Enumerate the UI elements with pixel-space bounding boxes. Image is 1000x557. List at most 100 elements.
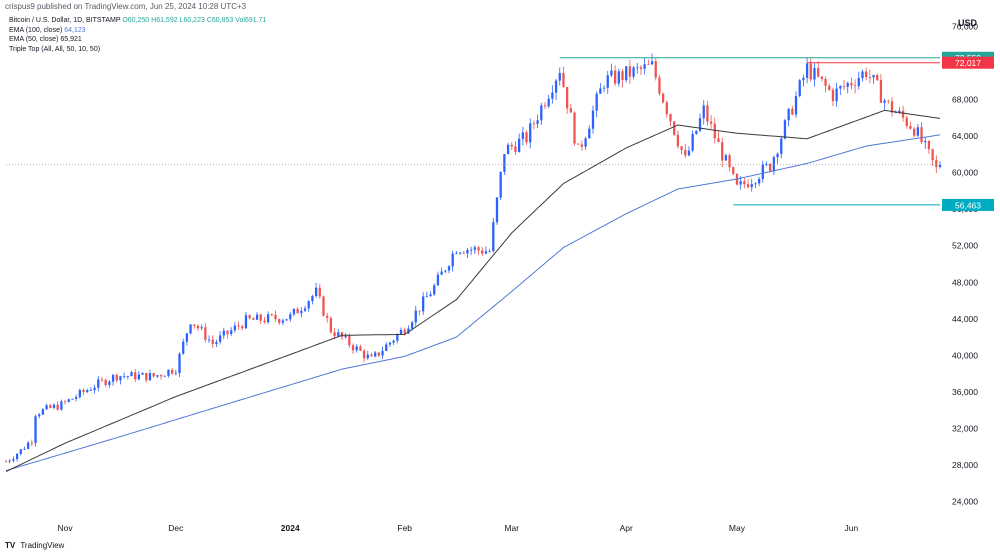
candle-body [865, 71, 868, 78]
candle-body [739, 181, 742, 185]
candle-body [761, 164, 764, 180]
candle-body [488, 251, 491, 253]
legend-ema100-row[interactable]: EMA (100, close) 64,123 [9, 26, 266, 36]
candle-body [359, 346, 362, 351]
ema100-line [5, 134, 941, 472]
candle-body [602, 87, 606, 89]
candle-body [525, 132, 528, 143]
x-tick-label: May [729, 523, 746, 533]
candle-body [211, 339, 214, 344]
candle-body [787, 108, 790, 121]
candle-body [828, 85, 831, 90]
candle-body [185, 333, 189, 342]
candle-body [266, 314, 270, 323]
candle-body [518, 138, 521, 153]
resistance-2-label-bg [942, 56, 994, 69]
candle-body [174, 373, 177, 374]
candle-body [152, 373, 155, 377]
candle-body [621, 71, 624, 81]
legend-pattern-row[interactable]: Triple Top (All, All, 50, 10, 50) [9, 45, 266, 55]
candle-body [698, 118, 702, 131]
candle-body [97, 379, 100, 388]
candle-body [831, 89, 835, 102]
candle-body [285, 319, 288, 321]
candle-body [414, 310, 417, 323]
candle-body [440, 271, 443, 275]
candle-body [905, 117, 908, 126]
x-tick-label: Feb [397, 523, 412, 533]
x-tick-label: Apr [620, 523, 633, 533]
candle-body [462, 252, 465, 254]
candle-body [248, 315, 251, 319]
candle-body [119, 376, 122, 381]
footer-brand[interactable]: TV TradingView [5, 541, 64, 550]
ohlc-values: O60,250 H61,592 L60,223 C60,853 Vol691.7… [122, 17, 267, 24]
y-tick-label: 28,000 [952, 460, 978, 470]
candle-body [137, 374, 141, 380]
candle-body [67, 399, 70, 402]
candle-body [263, 320, 266, 323]
candle-body [145, 372, 148, 381]
candle-body [200, 327, 203, 329]
candle-body [477, 247, 480, 251]
candle-body [326, 315, 329, 318]
candle-body [702, 105, 705, 119]
candle-body [425, 296, 428, 298]
candle-body [473, 247, 476, 250]
candle-body [45, 405, 48, 410]
candle-body [429, 294, 432, 297]
candle-body [215, 341, 218, 344]
legend-ema50-row[interactable]: EMA (50, close) 65,921 [9, 35, 266, 45]
legend-symbol-row[interactable]: Bitcoin / U.S. Dollar, 1D, BITSTAMP O60,… [9, 16, 266, 26]
ema100-value: 64,123 [64, 26, 86, 34]
candle-body [38, 414, 41, 417]
candle-body [451, 253, 454, 267]
candle-body [178, 353, 181, 374]
candle-body [669, 114, 672, 122]
candle-body [407, 328, 410, 334]
candle-body [573, 112, 576, 144]
candle-body [189, 324, 192, 334]
pattern-label: Triple Top (All, All, 50, 10, 50) [9, 45, 101, 53]
candle-body [706, 105, 709, 122]
x-tick-label: Mar [504, 523, 519, 533]
candle-body [89, 390, 93, 391]
candle-body [510, 144, 513, 147]
candle-body [377, 352, 381, 356]
candle-body [355, 346, 358, 351]
candle-body [610, 70, 613, 76]
candle-body [466, 249, 469, 254]
candle-body [130, 372, 133, 377]
candle-body [126, 376, 129, 377]
candle-body [887, 100, 890, 102]
candle-body [455, 252, 458, 254]
candle-body [148, 373, 152, 381]
candle-body [850, 83, 853, 86]
candle-body [791, 108, 794, 115]
candle-body [307, 301, 310, 309]
y-tick-label: 24,000 [952, 497, 978, 507]
candle-body [15, 453, 19, 460]
candle-body [296, 308, 299, 314]
candle-body [204, 327, 207, 340]
candle-body [167, 369, 170, 376]
candle-body [374, 352, 377, 357]
ema50-value: 65,921 [60, 36, 82, 43]
candle-body [898, 110, 901, 113]
candle-body [750, 184, 753, 188]
candle-body [75, 397, 78, 399]
candle-body [868, 77, 871, 78]
candle-body [444, 270, 447, 272]
candle-body [381, 350, 384, 356]
candle-body [314, 287, 318, 296]
candle-body [156, 375, 159, 377]
candle-body [418, 310, 421, 312]
candle-body [433, 285, 436, 295]
candle-body [909, 125, 912, 129]
candle-body [318, 287, 321, 297]
candle-body [632, 67, 635, 77]
y-tick-label: 44,000 [952, 314, 978, 324]
candle-body [536, 120, 539, 124]
candle-body [724, 155, 728, 161]
